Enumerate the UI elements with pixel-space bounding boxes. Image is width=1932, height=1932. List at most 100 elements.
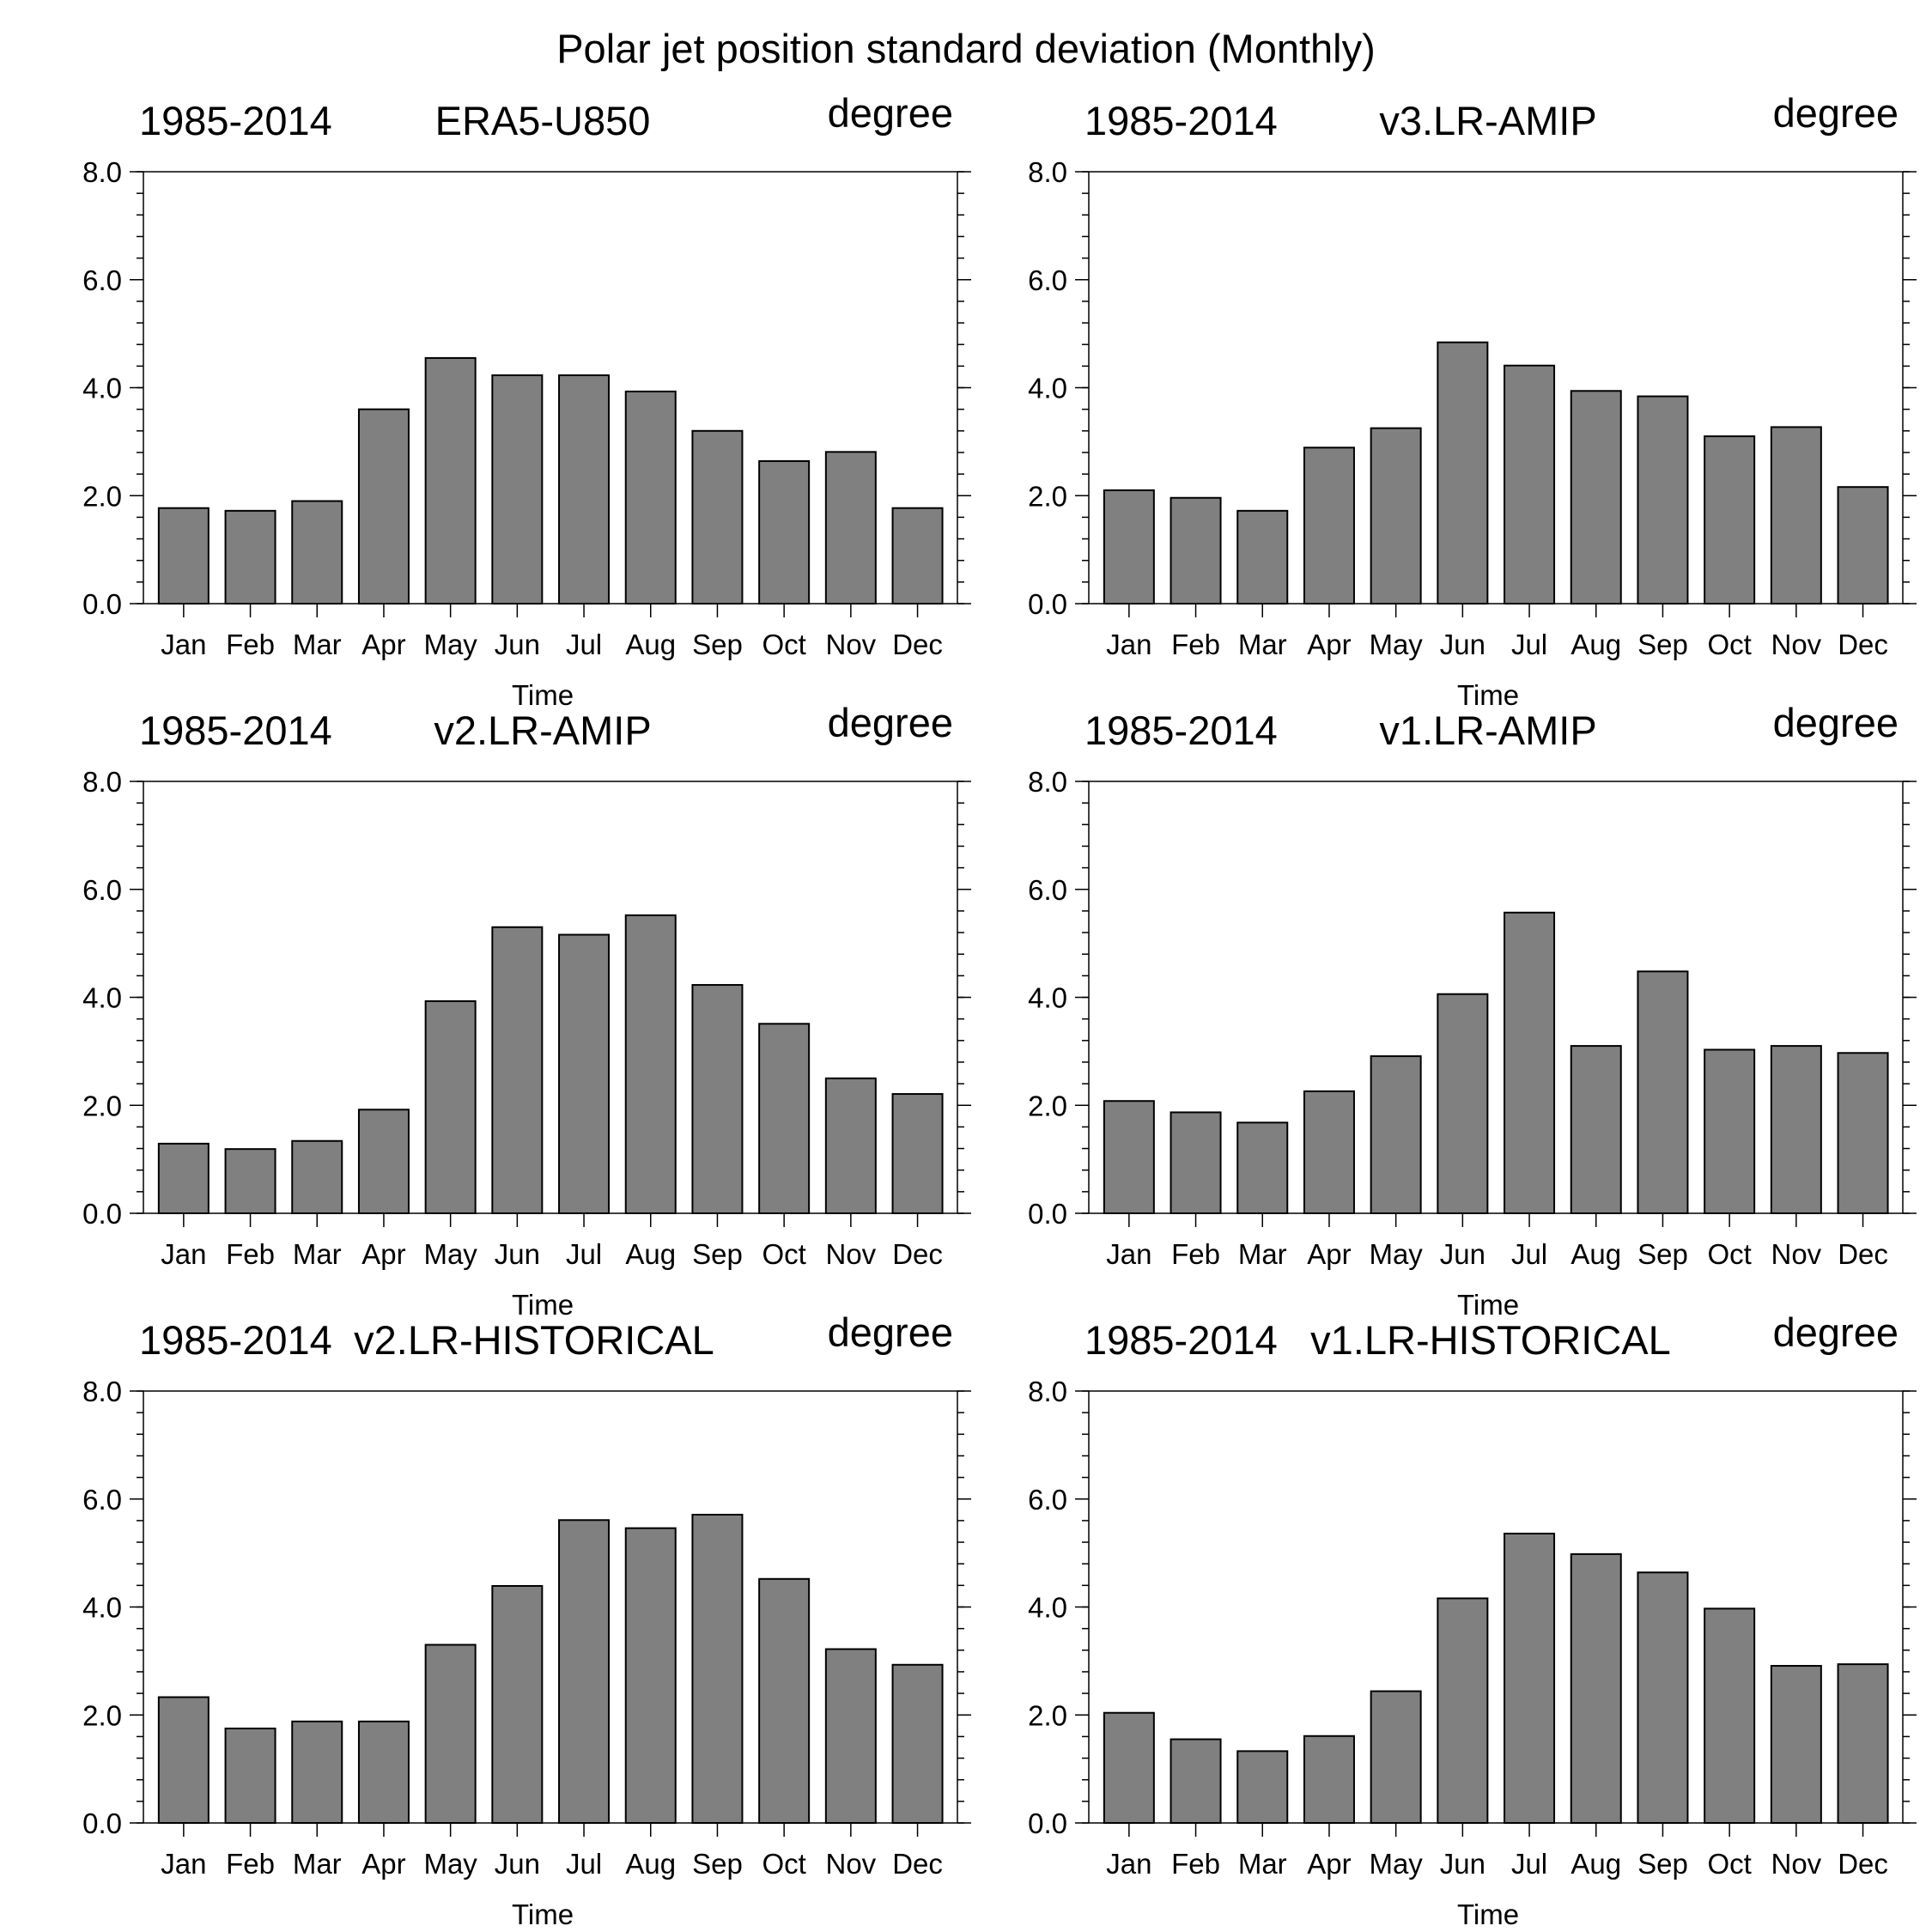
x-tick-label: Sep — [692, 1238, 743, 1270]
plot-frame — [143, 1390, 958, 1824]
x-tick-label: May — [1369, 629, 1423, 660]
y-tick-label: 6.0 — [1028, 874, 1067, 906]
x-tick-label: Sep — [1637, 1238, 1688, 1270]
chart-panel: 1985-2014 v2.LR-HISTORICAL degree 0.0 2.0 4.0… — [82, 1309, 971, 1930]
bar — [1770, 1665, 1822, 1824]
panel-period-label: 1985-2014 — [139, 708, 332, 753]
bar — [491, 374, 544, 605]
bar — [1704, 435, 1756, 605]
x-tick-label: Apr — [1307, 1238, 1351, 1270]
x-tick-label: Jan — [1106, 1238, 1151, 1270]
y-tick-label: 2.0 — [82, 1090, 122, 1121]
bar — [1170, 1738, 1222, 1824]
x-tick-label: Feb — [226, 629, 275, 660]
y-tick-label: 2.0 — [82, 1699, 122, 1731]
x-tick-label: Dec — [1838, 629, 1888, 660]
x-tick-label: Jun — [1440, 1238, 1485, 1270]
x-tick-label: Oct — [1707, 629, 1751, 660]
x-axis-title: Time — [512, 1899, 574, 1930]
y-tick-label: 0.0 — [1028, 1807, 1067, 1839]
bar — [424, 356, 477, 605]
x-tick-label: Feb — [226, 1238, 275, 1270]
x-tick-label: Jun — [495, 1848, 540, 1880]
panel-title: v1.LR-AMIP — [1379, 708, 1596, 753]
bar — [624, 914, 677, 1215]
chart-panel: 1985-2014 v2.LR-AMIP degree 0.0 2.0 4.0 6.0 8.0… — [82, 700, 971, 1321]
x-tick-label: Jan — [161, 1238, 206, 1270]
panel-unit-label: degree — [828, 700, 953, 745]
x-axis-title: Time — [1457, 679, 1519, 711]
x-tick-label: Jun — [1440, 1848, 1485, 1880]
bar — [691, 1513, 744, 1824]
x-tick-label: Nov — [826, 1238, 877, 1270]
panel-period-label: 1985-2014 — [1084, 1317, 1278, 1363]
bar — [424, 999, 477, 1214]
x-tick-label: Feb — [226, 1848, 275, 1880]
y-tick-label: 6.0 — [82, 264, 122, 296]
bar — [558, 374, 611, 605]
x-tick-label: Nov — [1771, 1848, 1822, 1880]
bar — [624, 390, 677, 605]
x-tick-label: Jul — [1511, 1238, 1547, 1270]
x-tick-label: Jun — [1440, 629, 1485, 660]
plot-frame — [143, 781, 958, 1214]
x-tick-label: Jul — [1511, 1848, 1547, 1880]
x-tick-label: Mar — [1238, 1848, 1287, 1880]
x-tick-label: Sep — [692, 1848, 743, 1880]
x-tick-label: Aug — [625, 629, 676, 660]
bar — [624, 1527, 677, 1824]
bar — [758, 1577, 811, 1825]
y-tick-label: 4.0 — [82, 1592, 122, 1624]
x-tick-label: Oct — [762, 629, 805, 660]
y-tick-label: 0.0 — [1028, 1198, 1067, 1230]
y-tick-label: 2.0 — [1028, 1090, 1067, 1121]
y-tick-label: 4.0 — [1028, 982, 1067, 1014]
bar — [1437, 1597, 1489, 1824]
bar — [157, 507, 210, 605]
bar — [1837, 1663, 1889, 1824]
bar — [1637, 970, 1689, 1214]
y-tick-label: 4.0 — [1028, 1592, 1067, 1624]
bar — [1770, 1045, 1822, 1215]
bar — [1103, 1711, 1155, 1824]
x-tick-label: Apr — [361, 1238, 405, 1270]
y-tick-label: 6.0 — [82, 874, 122, 906]
bar — [758, 460, 811, 605]
panel-unit-label: degree — [1773, 90, 1899, 136]
x-tick-label: Mar — [293, 629, 342, 660]
y-tick-label: 4.0 — [82, 982, 122, 1014]
x-tick-label: Nov — [826, 1848, 877, 1880]
y-tick-label: 8.0 — [1028, 766, 1067, 798]
bar — [1637, 395, 1689, 605]
x-tick-label: Sep — [1637, 629, 1688, 660]
panel-title: v1.LR-HISTORICAL — [1310, 1317, 1671, 1363]
bar — [1504, 1532, 1556, 1824]
x-tick-label: May — [423, 1238, 477, 1270]
bar — [1170, 1111, 1222, 1214]
bar — [1837, 486, 1889, 605]
bar — [1570, 1552, 1622, 1824]
bar — [691, 984, 744, 1214]
bar — [758, 1023, 811, 1214]
panel-title: ERA5-U850 — [435, 98, 651, 143]
bar — [1236, 1750, 1289, 1824]
bar — [224, 1727, 276, 1824]
bar — [1303, 1090, 1355, 1214]
plot-frame — [1088, 781, 1904, 1214]
panel-title: v3.LR-AMIP — [1379, 98, 1596, 143]
panel-title: v2.LR-AMIP — [434, 708, 651, 753]
x-tick-label: Jan — [161, 1848, 206, 1880]
x-tick-label: Jan — [1106, 629, 1151, 660]
bar — [1570, 390, 1622, 605]
x-tick-label: Dec — [892, 1848, 943, 1880]
x-tick-label: Nov — [1771, 629, 1822, 660]
x-tick-label: May — [423, 1848, 477, 1880]
bar — [1704, 1048, 1756, 1215]
bar — [824, 1648, 877, 1824]
y-tick-label: 8.0 — [1028, 156, 1067, 188]
panel-period-label: 1985-2014 — [1084, 708, 1278, 753]
x-tick-label: Aug — [1571, 1238, 1621, 1270]
y-tick-label: 8.0 — [82, 766, 122, 798]
y-tick-label: 4.0 — [82, 373, 122, 404]
x-tick-label: Dec — [892, 629, 943, 660]
